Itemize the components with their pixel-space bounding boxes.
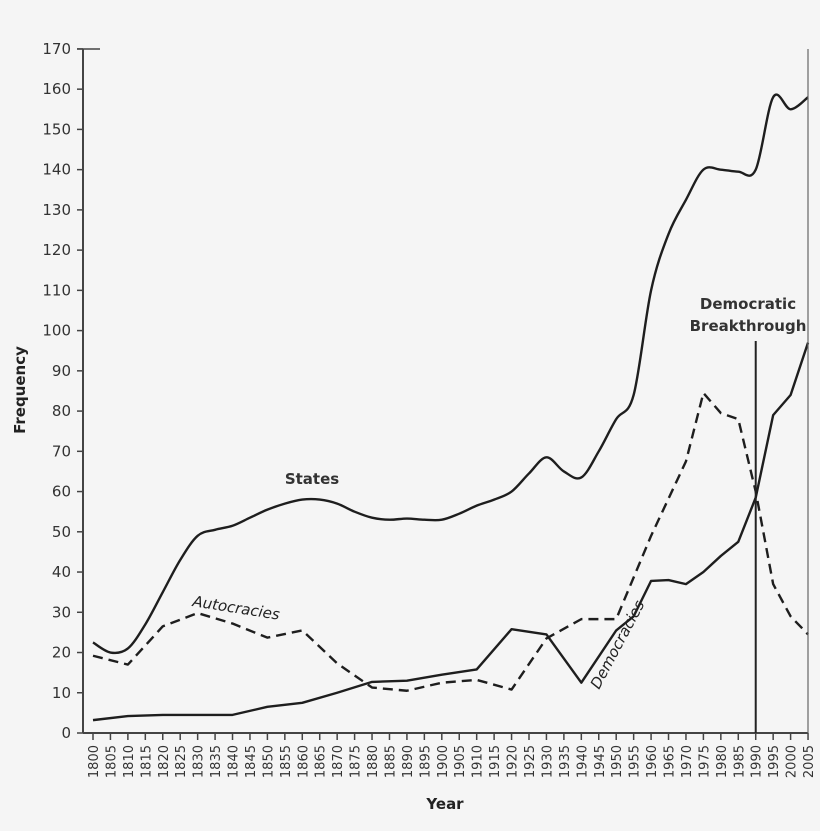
x-tick-label: 1835 xyxy=(209,745,224,778)
y-axis-title: Frequency xyxy=(11,346,29,434)
breakthrough-label-line2: Breakthrough xyxy=(690,317,807,335)
y-tick-label: 170 xyxy=(42,40,71,58)
y-tick-label: 120 xyxy=(42,241,71,259)
states-label: States xyxy=(285,470,339,488)
x-tick-label: 1890 xyxy=(401,745,416,778)
y-tick-label: 90 xyxy=(52,362,71,380)
y-tick-label: 50 xyxy=(52,523,71,541)
x-tick-label: 1810 xyxy=(122,745,137,778)
x-tick-label: 1825 xyxy=(174,745,189,778)
series-lines xyxy=(92,93,810,722)
x-tick-label: 1865 xyxy=(314,745,329,778)
y-tick-label: 130 xyxy=(42,201,71,219)
x-tick-label: 1935 xyxy=(558,745,573,778)
x-tick-label: 1980 xyxy=(715,745,730,778)
x-tick-label: 1875 xyxy=(349,745,364,778)
states-line xyxy=(92,93,809,655)
x-tick-label: 1975 xyxy=(697,745,712,778)
x-tick-label: 1880 xyxy=(366,745,381,778)
x-tick-label: 1895 xyxy=(418,745,433,778)
x-axis: 1800 1805 1810 1815 1820 1825 1830 1835 1840 1845… xyxy=(87,733,817,778)
x-tick-label: 1870 xyxy=(331,745,346,778)
autocracies-label: Autocracies xyxy=(190,592,281,624)
x-tick-label: 1915 xyxy=(488,745,503,778)
x-tick-label: 1845 xyxy=(244,745,259,778)
x-tick-label: 1815 xyxy=(139,745,154,778)
x-tick-label: 1945 xyxy=(593,745,608,778)
x-tick-label: 2000 xyxy=(785,745,800,778)
autocracies-line xyxy=(92,391,809,692)
y-tick-label: 20 xyxy=(52,644,71,662)
y-tick-label: 150 xyxy=(42,120,71,138)
x-tick-label: 1805 xyxy=(104,745,119,778)
x-tick-label: 1990 xyxy=(750,745,765,778)
x-tick-label: 1970 xyxy=(680,745,695,778)
x-tick-label: 1920 xyxy=(506,745,521,778)
y-tick-label: 70 xyxy=(52,442,71,460)
x-tick-label: 1995 xyxy=(767,745,782,778)
x-tick-label: 1965 xyxy=(663,745,678,778)
x-tick-label: 1960 xyxy=(645,745,660,778)
x-tick-label: 1800 xyxy=(87,745,102,778)
breakthrough-label-line1: Democratic xyxy=(700,295,796,313)
x-tick-label: 1950 xyxy=(610,745,625,778)
x-tick-label: 1850 xyxy=(261,745,276,778)
x-tick-label: 1840 xyxy=(227,745,242,778)
x-tick-label: 1900 xyxy=(436,745,451,778)
x-tick-label: 1830 xyxy=(192,745,207,778)
x-axis-title: Year xyxy=(425,795,464,813)
y-tick-label: 80 xyxy=(52,402,71,420)
y-tick-label: 10 xyxy=(52,684,71,702)
x-tick-label: 1925 xyxy=(523,745,538,778)
y-tick-label: 100 xyxy=(42,322,71,340)
y-tick-label: 30 xyxy=(52,603,71,621)
x-tick-label: 1930 xyxy=(540,745,555,778)
x-tick-label: 1940 xyxy=(575,745,590,778)
x-tick-label: 1885 xyxy=(383,745,398,778)
x-tick-label: 2005 xyxy=(802,745,817,778)
y-tick-label: 110 xyxy=(42,281,71,299)
y-axis: 0 10 20 30 40 50 60 70 80 90 100 110 120 130 140 150 160… xyxy=(42,40,83,742)
x-tick-label: 1855 xyxy=(279,745,294,778)
x-tick-label: 1860 xyxy=(296,745,311,778)
x-tick-label: 1820 xyxy=(157,745,172,778)
x-tick-label: 1910 xyxy=(471,745,486,778)
y-tick-label: 40 xyxy=(52,563,71,581)
y-tick-label: 60 xyxy=(52,483,71,501)
x-tick-label: 1985 xyxy=(732,745,747,778)
democracies-line xyxy=(92,342,810,722)
x-tick-label: 1955 xyxy=(628,745,643,778)
y-tick-label: 160 xyxy=(42,80,71,98)
y-tick-label: 0 xyxy=(61,724,71,742)
x-tick-label: 1905 xyxy=(453,745,468,778)
democracies-label: Democracies xyxy=(587,597,649,692)
y-tick-label: 140 xyxy=(42,161,71,179)
